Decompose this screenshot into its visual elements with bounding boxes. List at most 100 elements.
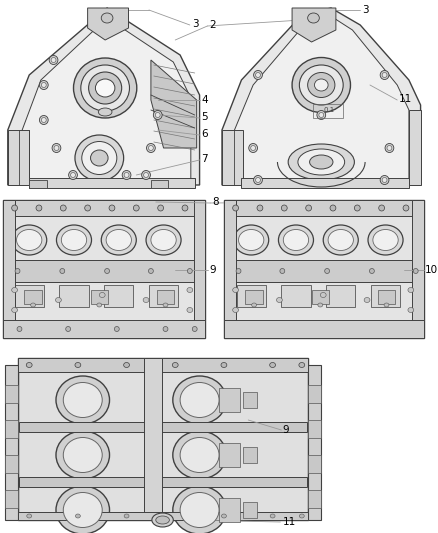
Ellipse shape [17,230,42,251]
Ellipse shape [373,230,398,251]
Ellipse shape [299,362,305,367]
Ellipse shape [270,362,276,367]
Ellipse shape [63,492,102,528]
Ellipse shape [60,269,65,273]
Ellipse shape [147,143,155,152]
Ellipse shape [413,269,418,273]
Ellipse shape [12,308,18,312]
Ellipse shape [249,143,258,152]
Ellipse shape [148,146,153,150]
Bar [5,420,18,438]
Ellipse shape [146,225,181,255]
Ellipse shape [134,205,139,211]
Bar [224,200,424,338]
Bar [307,455,321,473]
Bar [307,420,321,438]
Text: 11: 11 [399,94,413,104]
Text: 6: 6 [201,129,208,139]
Bar [224,320,424,338]
Bar [5,490,18,508]
Ellipse shape [408,308,414,312]
Ellipse shape [300,65,343,105]
Ellipse shape [56,297,61,303]
Ellipse shape [354,205,360,211]
Bar [3,200,14,338]
Ellipse shape [61,230,87,251]
Ellipse shape [163,327,168,332]
Ellipse shape [52,143,61,152]
Ellipse shape [380,70,389,79]
Ellipse shape [152,513,173,527]
Ellipse shape [281,205,287,211]
Text: 3: 3 [362,5,369,15]
Ellipse shape [97,303,102,307]
Ellipse shape [252,303,257,307]
Polygon shape [21,18,191,183]
Ellipse shape [382,72,387,77]
Bar [224,260,424,282]
Ellipse shape [325,269,329,273]
Ellipse shape [85,205,91,211]
Ellipse shape [12,225,47,255]
Bar [19,477,307,487]
Bar [244,447,257,463]
Ellipse shape [124,514,129,518]
Ellipse shape [307,72,335,98]
Polygon shape [8,130,29,185]
Ellipse shape [114,327,119,332]
Bar [18,512,307,520]
Ellipse shape [26,362,32,367]
Ellipse shape [310,155,333,169]
Ellipse shape [173,431,226,479]
Bar [29,180,47,188]
Ellipse shape [172,362,178,367]
Ellipse shape [292,58,350,112]
Ellipse shape [122,171,131,180]
Bar [29,178,195,188]
Ellipse shape [187,269,192,273]
Ellipse shape [63,383,102,417]
Ellipse shape [379,205,385,211]
Ellipse shape [56,431,110,479]
Ellipse shape [300,514,304,518]
Ellipse shape [307,13,319,23]
Ellipse shape [88,72,122,104]
Ellipse shape [95,79,115,97]
Bar [149,285,178,307]
Ellipse shape [12,287,18,293]
Bar [19,422,307,432]
Ellipse shape [54,146,59,150]
Ellipse shape [60,205,66,211]
Ellipse shape [239,230,264,251]
Text: 3: 3 [192,19,198,29]
Bar [311,290,329,304]
Ellipse shape [283,230,309,251]
Ellipse shape [314,79,328,91]
Polygon shape [222,8,420,185]
Bar [91,290,108,304]
Ellipse shape [382,177,387,182]
Bar [281,285,311,307]
Ellipse shape [156,516,170,524]
Ellipse shape [370,269,374,273]
Ellipse shape [36,205,42,211]
Ellipse shape [403,205,409,211]
Ellipse shape [12,205,18,211]
Text: 11: 11 [283,517,296,527]
Text: 9: 9 [283,425,289,435]
Ellipse shape [317,110,326,119]
Ellipse shape [15,269,20,273]
Bar [245,290,263,304]
Text: 4: 4 [201,95,208,105]
Ellipse shape [99,293,105,297]
Ellipse shape [148,269,153,273]
Ellipse shape [192,327,197,332]
Bar [219,443,240,467]
Ellipse shape [385,143,394,152]
Ellipse shape [81,65,130,111]
Ellipse shape [91,150,108,166]
Ellipse shape [57,225,92,255]
Bar [219,388,240,412]
Ellipse shape [141,171,150,180]
Bar [3,320,205,338]
